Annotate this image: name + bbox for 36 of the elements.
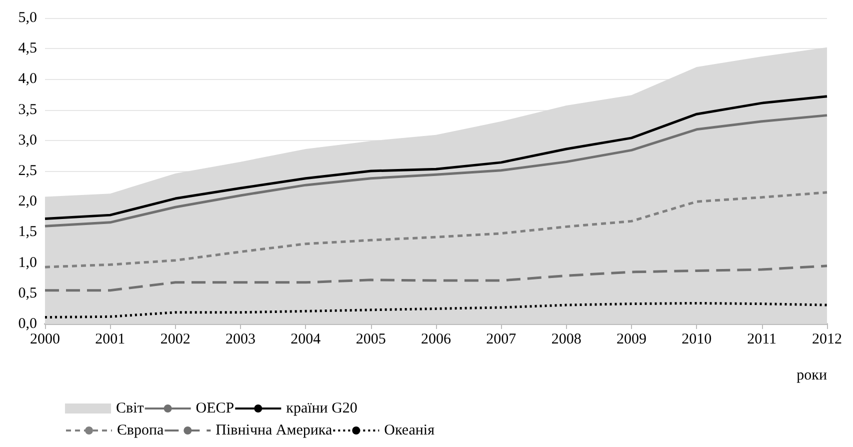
y-tick-label: 1,0 [18, 254, 37, 271]
line-series [44, 264, 828, 292]
y-tick-label: 2,0 [18, 194, 37, 210]
legend-label: Океанія [384, 422, 435, 438]
x-tick-label: 2005 [356, 332, 386, 348]
x-tick-label: 2007 [486, 332, 517, 348]
y-tick-label: 5,0 [18, 10, 37, 26]
x-tick-label: 2006 [421, 332, 452, 348]
x-tick-label: 2001 [95, 332, 126, 348]
y-tick-label: 0,5 [18, 285, 37, 302]
y-tick-label: 3,0 [18, 132, 37, 148]
legend-label: країни G20 [286, 400, 358, 416]
legend-label: Північна Америка [216, 422, 332, 438]
y-tick-label: 1,5 [18, 224, 37, 240]
x-tick-label: 2010 [682, 332, 712, 348]
y-tick-label: 4,5 [18, 40, 37, 57]
x-axis-title: роки [796, 368, 827, 384]
y-tick-label: 3,5 [18, 102, 37, 118]
line-series [44, 191, 828, 268]
legend-label: ОЕСР [196, 400, 234, 416]
x-tick-label: 2002 [160, 332, 190, 348]
x-tick-label: 2012 [812, 332, 842, 348]
x-tick-label: 2004 [290, 332, 322, 348]
line-series [44, 114, 828, 228]
x-tick-label: 2009 [616, 332, 646, 348]
y-tick-label: 4,0 [18, 71, 37, 88]
y-tick-label: 2,5 [18, 163, 37, 179]
y-tick-label: 0,0 [18, 316, 37, 332]
line-series [44, 95, 828, 220]
x-tick-label: 2008 [551, 332, 582, 348]
x-tick-label: 2003 [226, 332, 256, 348]
line-series [44, 302, 828, 319]
x-tick-label: 2011 [747, 332, 777, 348]
legend-label: Європа [117, 422, 164, 438]
x-tick-label: 2000 [30, 332, 60, 348]
legend-label: Світ [116, 400, 144, 416]
